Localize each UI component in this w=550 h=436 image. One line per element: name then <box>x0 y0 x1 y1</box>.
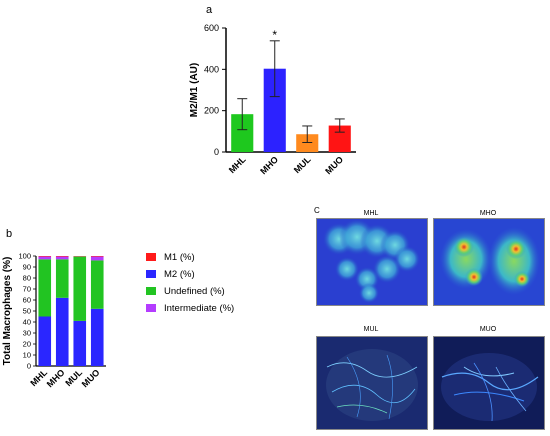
heatmap-image-mul <box>316 336 428 430</box>
heatmap-mho-drawing <box>434 219 544 305</box>
legend-swatch <box>146 287 156 295</box>
y-tick-label: 600 <box>204 23 219 33</box>
heatmap-mhl-drawing <box>317 219 427 305</box>
y-axis-title: M2/M1 (AU) <box>189 63 200 117</box>
panel-b-letter: b <box>6 228 13 240</box>
legend-swatch <box>146 270 156 278</box>
y-tick-label: 200 <box>204 106 219 116</box>
heatmap-image-mho <box>433 218 545 306</box>
y-tick-label: 50 <box>23 307 31 316</box>
x-category-label: MHO <box>258 154 280 176</box>
legend-swatch <box>146 304 156 312</box>
stacked-segment-mho <box>55 297 69 366</box>
x-category-label: MUO <box>80 367 102 389</box>
x-category-label: MHL <box>227 154 248 175</box>
y-tick-label: 30 <box>23 329 31 338</box>
image-title-mul: MUL <box>363 326 379 333</box>
heatmap-image-muo <box>433 336 545 430</box>
x-category-label: MUO <box>323 154 345 176</box>
stacked-segment-mul <box>73 256 87 321</box>
stacked-segment-mul <box>73 320 87 366</box>
stacked-segment-mhl <box>38 256 52 260</box>
y-tick-label: 40 <box>23 318 31 327</box>
legend-label: M2 (%) <box>164 269 195 280</box>
stacked-segment-mhl <box>38 256 52 257</box>
chart-b: 0 10 20 30 40 50 60 70 80 90 100 Total Macrophages … <box>2 252 234 390</box>
y-tick-label: 0 <box>27 362 31 371</box>
y-axis-title: Total Macrophages (%) <box>2 257 13 366</box>
stacked-segment-muo <box>90 260 104 309</box>
y-tick-label: 90 <box>23 263 31 272</box>
heatmap-muo-drawing <box>434 337 544 429</box>
y-tick-label: 400 <box>204 64 219 74</box>
stacked-segment-muo <box>90 256 104 257</box>
chart-a: 0 200 400 600 M2/M1 (AU) MHL MHO * MUL MUO <box>189 23 356 176</box>
legend-label: Intermediate (%) <box>164 303 234 314</box>
bar-muo <box>328 125 351 152</box>
y-tick-label: 70 <box>23 285 31 294</box>
y-tick-label: 0 <box>214 147 219 157</box>
stacked-segment-muo <box>90 256 104 261</box>
y-tick-label: 100 <box>18 252 31 261</box>
heatmap-image-mhl <box>316 218 428 306</box>
image-title-muo: MUO <box>479 326 497 333</box>
bar-mhl <box>231 114 254 152</box>
panel-c-letter: C <box>314 206 320 215</box>
y-tick-label: 20 <box>23 340 31 349</box>
image-title-mhl: MHL <box>363 210 379 217</box>
stacked-segment-mhl <box>38 259 52 317</box>
heatmap-mul-drawing <box>317 337 427 429</box>
x-category-label: MUL <box>292 154 313 175</box>
y-tick-label: 10 <box>23 351 31 360</box>
bar-mul <box>296 134 319 152</box>
stacked-segment-muo <box>90 308 104 366</box>
stacked-segment-mho <box>55 259 69 298</box>
y-tick-label: 60 <box>23 296 31 305</box>
stacked-segment-mho <box>55 256 69 257</box>
legend-swatch <box>146 253 156 261</box>
stacked-segment-mhl <box>38 316 52 366</box>
legend-label: M1 (%) <box>164 252 195 263</box>
y-tick-label: 80 <box>23 274 31 283</box>
image-title-mho: MHO <box>479 210 497 217</box>
significance-annotation: * <box>272 28 277 42</box>
panel-a-letter: a <box>206 4 213 16</box>
legend-label: Undefined (%) <box>164 286 225 297</box>
stacked-segment-mho <box>55 256 69 260</box>
x-category-label: MHO <box>45 367 67 389</box>
bar-mho <box>263 68 286 152</box>
